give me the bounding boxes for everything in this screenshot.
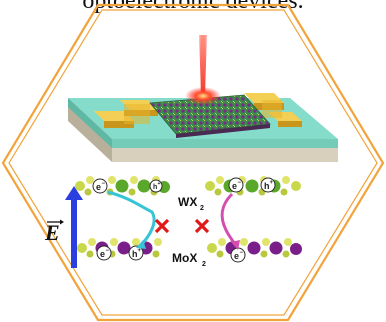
svg-text:e: e bbox=[234, 251, 239, 261]
svg-text:h: h bbox=[153, 184, 157, 191]
carrier-electron-top-left: e − bbox=[92, 178, 108, 194]
label-mox2: MoX 2 bbox=[172, 251, 206, 268]
wx2-layer bbox=[75, 176, 301, 196]
blocked-cross-left bbox=[154, 218, 170, 234]
carrier-electron-top-right: e − bbox=[228, 177, 244, 193]
blocked-cross-right bbox=[194, 218, 210, 234]
transfer-arrow-left bbox=[107, 190, 156, 249]
svg-text:WX: WX bbox=[178, 195, 197, 209]
carrier-hole-top-left-small: h + bbox=[149, 179, 163, 193]
svg-text:e: e bbox=[232, 181, 237, 191]
svg-text:e: e bbox=[96, 182, 101, 192]
svg-text:2: 2 bbox=[202, 261, 206, 268]
transfer-arrow-right bbox=[220, 192, 240, 250]
label-wx2: WX 2 bbox=[178, 195, 204, 212]
left-electrode bbox=[94, 100, 158, 128]
svg-text:−: − bbox=[240, 250, 244, 256]
svg-text:+: + bbox=[270, 180, 274, 186]
svg-text:h: h bbox=[264, 181, 270, 191]
svg-text:h: h bbox=[132, 249, 138, 259]
svg-text:E: E bbox=[44, 220, 60, 245]
svg-text:MoX: MoX bbox=[172, 251, 197, 265]
svg-text:−: − bbox=[102, 181, 106, 187]
svg-text:−: − bbox=[106, 248, 110, 254]
label-electric-field: E bbox=[44, 219, 64, 245]
svg-text:e: e bbox=[100, 249, 105, 259]
right-electrode bbox=[244, 93, 302, 127]
svg-text:2: 2 bbox=[200, 205, 204, 212]
svg-text:−: − bbox=[238, 180, 242, 186]
carrier-hole-bottom-left: h + bbox=[128, 245, 144, 261]
svg-text:+: + bbox=[158, 181, 161, 187]
electric-field-arrow bbox=[65, 186, 83, 268]
carrier-electron-bottom-right: e − bbox=[230, 247, 246, 263]
carrier-electron-bottom-left: e − bbox=[96, 245, 112, 261]
carrier-hole-top-right: h + bbox=[260, 177, 276, 193]
laser-spot bbox=[185, 87, 221, 105]
laser-beam bbox=[199, 35, 207, 93]
hexagon-frame bbox=[1, 3, 385, 322]
svg-text:+: + bbox=[138, 248, 142, 254]
